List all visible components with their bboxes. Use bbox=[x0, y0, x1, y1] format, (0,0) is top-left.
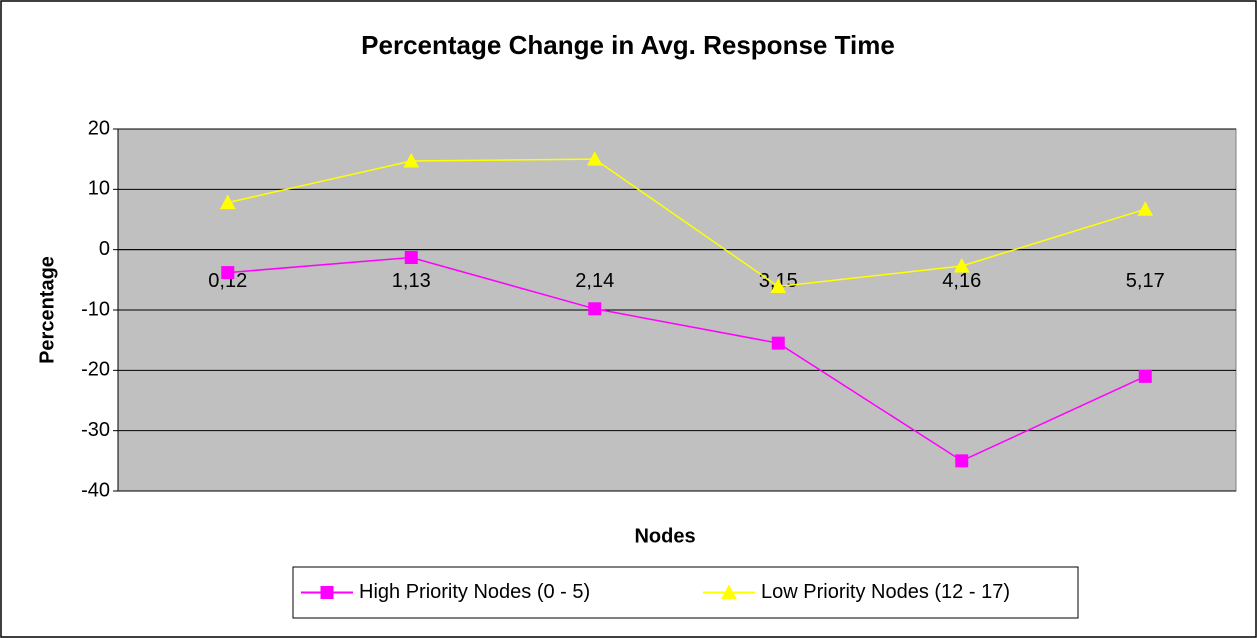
y-tick-label: 10 bbox=[88, 178, 110, 200]
marker bbox=[219, 194, 236, 210]
marker bbox=[221, 266, 235, 280]
x-tick-label: 4,16 bbox=[942, 270, 981, 292]
marker bbox=[1137, 201, 1154, 216]
y-tick-label: 20 bbox=[88, 117, 110, 139]
marker bbox=[403, 152, 420, 168]
marker bbox=[1138, 369, 1152, 383]
x-tick-label: 0,12 bbox=[208, 270, 247, 292]
marker bbox=[588, 302, 602, 316]
y-tick-label: 0 bbox=[99, 238, 110, 260]
chart-title: Percentage Change in Avg. Response Time bbox=[361, 30, 895, 60]
series-line bbox=[227, 256, 1146, 462]
x-tick-label: 5,17 bbox=[1126, 270, 1165, 292]
y-tick-label: -30 bbox=[81, 419, 110, 441]
x-tick-label: 1,13 bbox=[392, 270, 431, 292]
legend-label: High Priority Nodes (0 - 5) bbox=[359, 581, 590, 603]
y-axis-label: Percentage bbox=[36, 256, 58, 364]
y-tick-label: -40 bbox=[81, 479, 110, 501]
y-tick-label: -20 bbox=[81, 359, 110, 381]
marker bbox=[771, 336, 785, 350]
marker bbox=[770, 278, 787, 293]
marker bbox=[953, 257, 970, 273]
legend-label: Low Priority Nodes (12 - 17) bbox=[761, 581, 1010, 603]
marker bbox=[404, 251, 418, 265]
marker bbox=[320, 586, 334, 599]
legend-box bbox=[292, 566, 1079, 619]
marker bbox=[586, 151, 603, 166]
x-tick-label: 2,14 bbox=[575, 270, 614, 292]
y-tick-label: -10 bbox=[81, 298, 110, 320]
series-line bbox=[227, 158, 1146, 288]
marker bbox=[955, 454, 969, 468]
marker bbox=[721, 584, 737, 599]
x-axis-label: Nodes bbox=[634, 525, 695, 547]
